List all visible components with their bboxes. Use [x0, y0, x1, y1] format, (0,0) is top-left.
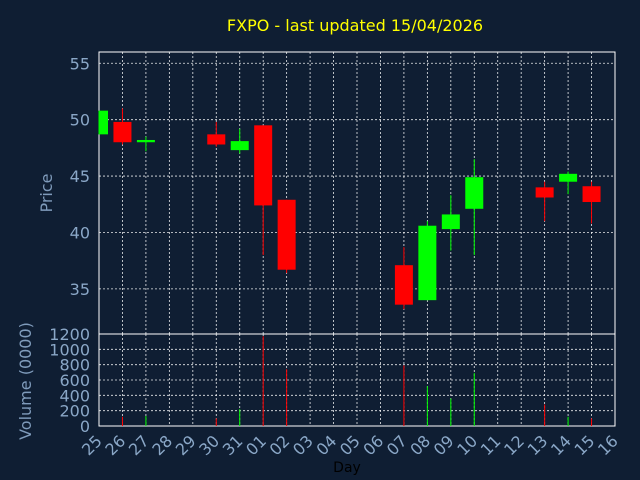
x-axis-label: Day: [333, 460, 361, 476]
volume-y-tick-label: 800: [59, 356, 90, 375]
volume-y-tick-label: 1000: [49, 340, 90, 359]
volume-y-tick-label: 600: [59, 371, 90, 390]
price-y-tick-label: 35: [70, 280, 90, 299]
volume-y-tick-label: 1200: [49, 325, 90, 344]
x-ticks: 2526272829303101020304050607080910111213…: [78, 431, 622, 459]
candle-body: [230, 141, 249, 151]
candle-body: [582, 186, 601, 203]
volume-y-tick-label: 0: [80, 417, 90, 436]
candle-body: [99, 110, 108, 135]
candle-body: [207, 134, 226, 145]
candle-body: [559, 173, 578, 182]
price-y-ticks: 35 40 45 50 55: [70, 54, 90, 299]
volume-bars-layer: [121, 336, 593, 426]
candle-body: [113, 121, 132, 143]
candle-body: [441, 214, 460, 230]
price-y-tick-label: 55: [70, 54, 90, 73]
candle-body: [465, 177, 484, 209]
price-axis-label: Price: [37, 173, 56, 212]
candle-body: [535, 187, 554, 198]
volume-panel-frame: [98, 333, 616, 427]
price-y-tick-label: 40: [70, 223, 90, 242]
price-y-tick-label: 50: [70, 111, 90, 130]
candle-body: [254, 125, 273, 206]
candle-body: [136, 139, 155, 143]
volume-y-tick-label: 200: [59, 402, 90, 421]
chart-title: FXPO - last updated 15/04/2026: [227, 16, 483, 35]
volume-axis-label: Volume (0000): [16, 322, 35, 440]
candles-layer: [98, 108, 601, 310]
candle-body: [277, 199, 296, 270]
candle-body: [394, 265, 413, 305]
volume-y-tick-label: 400: [59, 386, 90, 405]
candle-body: [418, 225, 437, 301]
price-y-tick-label: 45: [70, 167, 90, 186]
